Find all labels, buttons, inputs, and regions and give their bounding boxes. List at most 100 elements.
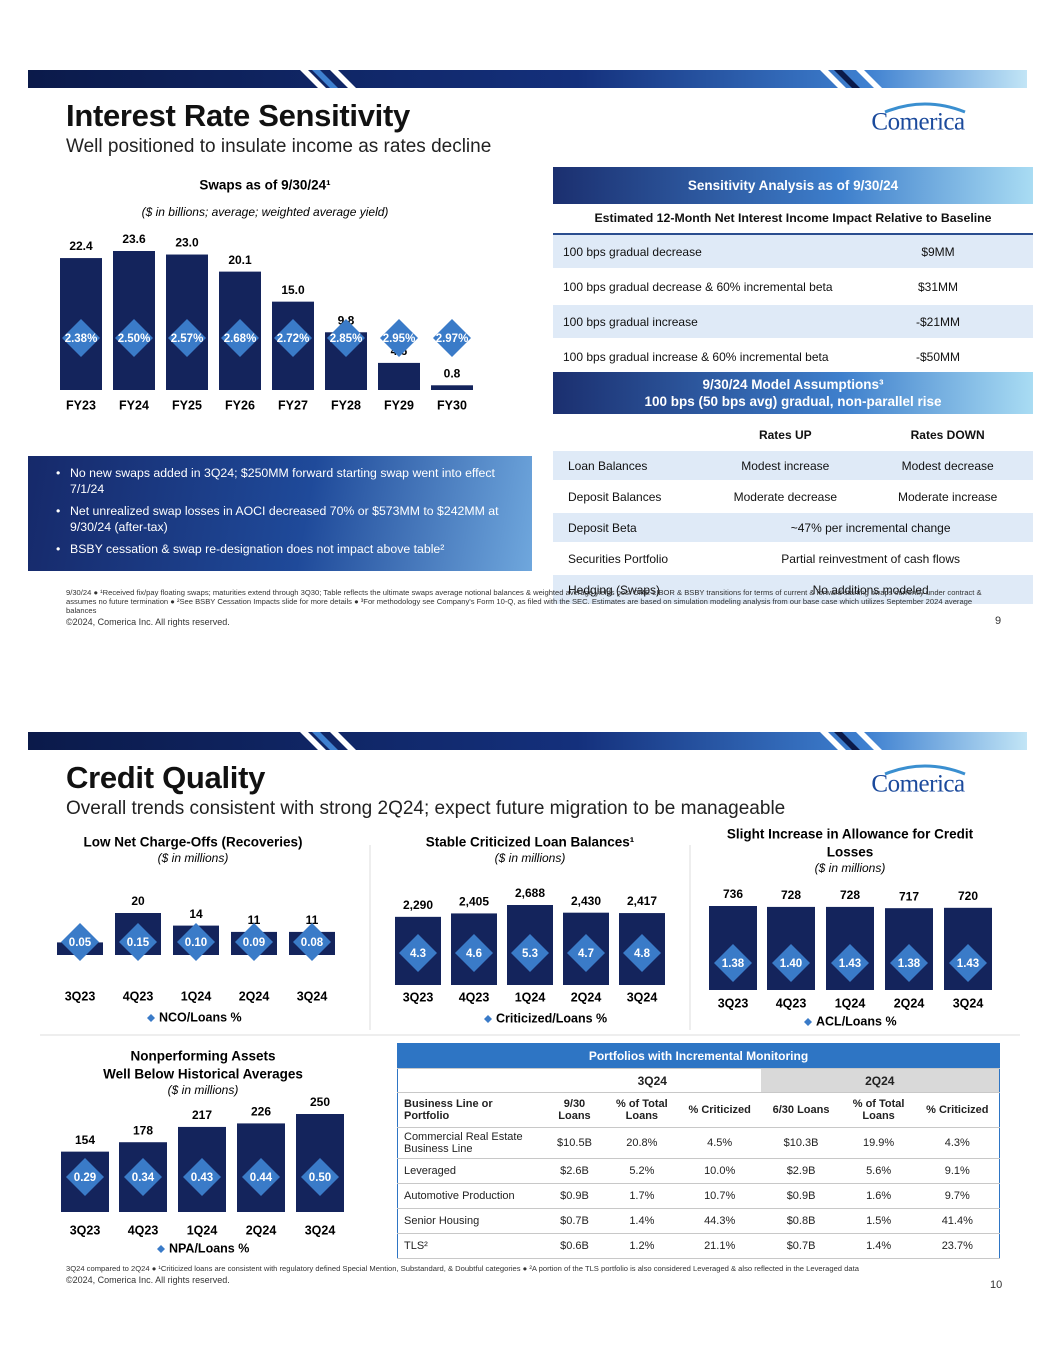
category-label: 2Q24 bbox=[571, 990, 602, 1004]
cell: $2.6B bbox=[544, 1158, 605, 1184]
value-label: 20 bbox=[131, 894, 145, 908]
marker bbox=[66, 1158, 104, 1196]
column-header: 6/30 Loans bbox=[760, 1092, 842, 1128]
row-value: -$50MM bbox=[843, 339, 1033, 375]
value-label: 11 bbox=[248, 913, 261, 927]
marker-label: 1.40 bbox=[780, 958, 802, 970]
category-label: 1Q24 bbox=[835, 996, 866, 1010]
marker-label: 2.38% bbox=[65, 333, 98, 345]
category-label: FY28 bbox=[331, 398, 361, 412]
header-band bbox=[28, 70, 1027, 88]
table-caption: Estimated 12-Month Net Interest Income I… bbox=[553, 204, 1033, 235]
cell: 19.9% bbox=[841, 1127, 916, 1159]
table-header-line: 9/30/24 Model Assumptions³ bbox=[702, 377, 884, 392]
row-label: Commercial Real Estate Business Line bbox=[397, 1127, 545, 1159]
slide-subtitle: Well positioned to insulate income as ra… bbox=[66, 136, 492, 157]
legend-swatch bbox=[804, 1018, 812, 1026]
category-label: 3Q23 bbox=[70, 1223, 101, 1237]
marker bbox=[567, 934, 605, 972]
chart-title: Well Below Historical Averages bbox=[103, 1067, 303, 1082]
group-header: 3Q24 bbox=[544, 1068, 761, 1093]
marker bbox=[293, 923, 331, 961]
cell: $0.7B bbox=[544, 1208, 605, 1234]
category-label: 1Q24 bbox=[187, 1223, 218, 1237]
column-header: % Criticized bbox=[915, 1092, 1000, 1128]
marker-label: 0.05 bbox=[69, 937, 92, 949]
marker-label: 0.08 bbox=[301, 937, 324, 949]
band-stripe bbox=[300, 70, 326, 88]
marker bbox=[61, 923, 99, 961]
cell: $0.9B bbox=[760, 1183, 842, 1209]
marker bbox=[168, 319, 206, 357]
cell: $2.9B bbox=[760, 1158, 842, 1184]
slide-title: Credit Quality bbox=[66, 760, 266, 795]
marker-label: 1.38 bbox=[898, 958, 921, 970]
category-label: 1Q24 bbox=[515, 990, 546, 1004]
band-stripe bbox=[312, 70, 338, 88]
marker-label: 2.95% bbox=[383, 333, 416, 345]
cell: 44.3% bbox=[678, 1208, 761, 1234]
column-header: Business Line or Portfolio bbox=[397, 1092, 545, 1128]
category-label: 3Q23 bbox=[403, 990, 434, 1004]
legend-swatch bbox=[157, 1245, 165, 1253]
cell: 10.0% bbox=[678, 1158, 761, 1184]
table-header-line: 100 bps (50 bps avg) gradual, non-parall… bbox=[644, 394, 942, 409]
cell: 10.7% bbox=[678, 1183, 761, 1209]
cell: 1.7% bbox=[604, 1183, 679, 1209]
cell: $0.9B bbox=[544, 1183, 605, 1209]
row-label: 100 bps gradual decrease & 60% increment… bbox=[553, 269, 843, 305]
band-stripe bbox=[820, 732, 846, 750]
cell: 1.4% bbox=[841, 1233, 916, 1259]
value-label: 250 bbox=[310, 1095, 330, 1109]
title-row: Portfolios with Incremental Monitoring bbox=[397, 1043, 1000, 1069]
bullet: No new swaps added in 3Q24; $250MM forwa… bbox=[56, 466, 512, 498]
marker-label: 2.68% bbox=[224, 333, 257, 345]
cell: $0.7B bbox=[760, 1233, 842, 1259]
band-stripe bbox=[330, 732, 356, 750]
category-label: 2Q24 bbox=[239, 989, 270, 1003]
value-label: 23.6 bbox=[122, 232, 146, 246]
column-header: % of Total Loans bbox=[841, 1092, 916, 1128]
chart-subtitle: ($ in millions) bbox=[495, 851, 566, 865]
copyright: ©2024, Comerica Inc. All rights reserved… bbox=[66, 617, 230, 627]
bullet: Net unrealized swap losses in AOCI decre… bbox=[56, 504, 512, 536]
marker bbox=[623, 934, 661, 972]
legend-label: ACL/Loans % bbox=[816, 1014, 897, 1028]
marker-label: 4.3 bbox=[410, 948, 426, 960]
value-label: 728 bbox=[781, 888, 801, 902]
cell: 5.6% bbox=[841, 1158, 916, 1184]
band-stripe bbox=[300, 732, 326, 750]
footnote: 9/30/24 ● ¹Received fix/pay floating swa… bbox=[66, 588, 982, 616]
value-label: 728 bbox=[840, 888, 860, 902]
header-row: Business Line or Portfolio 9/30 Loans% of… bbox=[397, 1092, 1000, 1128]
chart-subtitle: ($ in millions) bbox=[168, 1083, 239, 1097]
row-label: 100 bps gradual decrease bbox=[553, 235, 843, 270]
bar bbox=[431, 385, 473, 390]
table-row: TLS² $0.6B 1.2% 21.1% $0.7B 1.4% 23.7% bbox=[397, 1233, 1000, 1259]
marker-label: 4.8 bbox=[634, 948, 651, 960]
marker bbox=[511, 934, 549, 972]
table-row: Deposit Balances Moderate decrease Moderat… bbox=[553, 481, 1033, 513]
cell: Moderate decrease bbox=[708, 481, 863, 513]
cell: 1.2% bbox=[604, 1233, 679, 1259]
corner bbox=[397, 1068, 545, 1093]
cell: 1.5% bbox=[841, 1208, 916, 1234]
logo: Comerica bbox=[871, 771, 965, 798]
chart-subtitle: ($ in billions; average; weighted averag… bbox=[142, 205, 389, 219]
table-row: 100 bps gradual decrease $9MM bbox=[553, 235, 1033, 270]
chart-title: Slight Increase in Allowance for Credit bbox=[727, 827, 974, 842]
marker bbox=[124, 1158, 162, 1196]
value-label: 2,417 bbox=[627, 894, 657, 908]
value-label: 15.0 bbox=[281, 283, 305, 297]
cell: 21.1% bbox=[678, 1233, 761, 1259]
marker-label: 2.50% bbox=[118, 333, 151, 345]
bullet-list: No new swaps added in 3Q24; $250MM forwa… bbox=[56, 466, 512, 558]
marker bbox=[831, 944, 869, 982]
marker bbox=[183, 1158, 221, 1196]
table-row: 100 bps gradual increase & 60% increment… bbox=[553, 339, 1033, 375]
row-label: Hedging (Swaps) bbox=[553, 574, 709, 606]
table-row: Deposit Beta ~47% per incremental change bbox=[553, 512, 1033, 544]
marker bbox=[380, 319, 418, 357]
marker bbox=[221, 319, 259, 357]
row-label: Senior Housing bbox=[397, 1208, 545, 1234]
